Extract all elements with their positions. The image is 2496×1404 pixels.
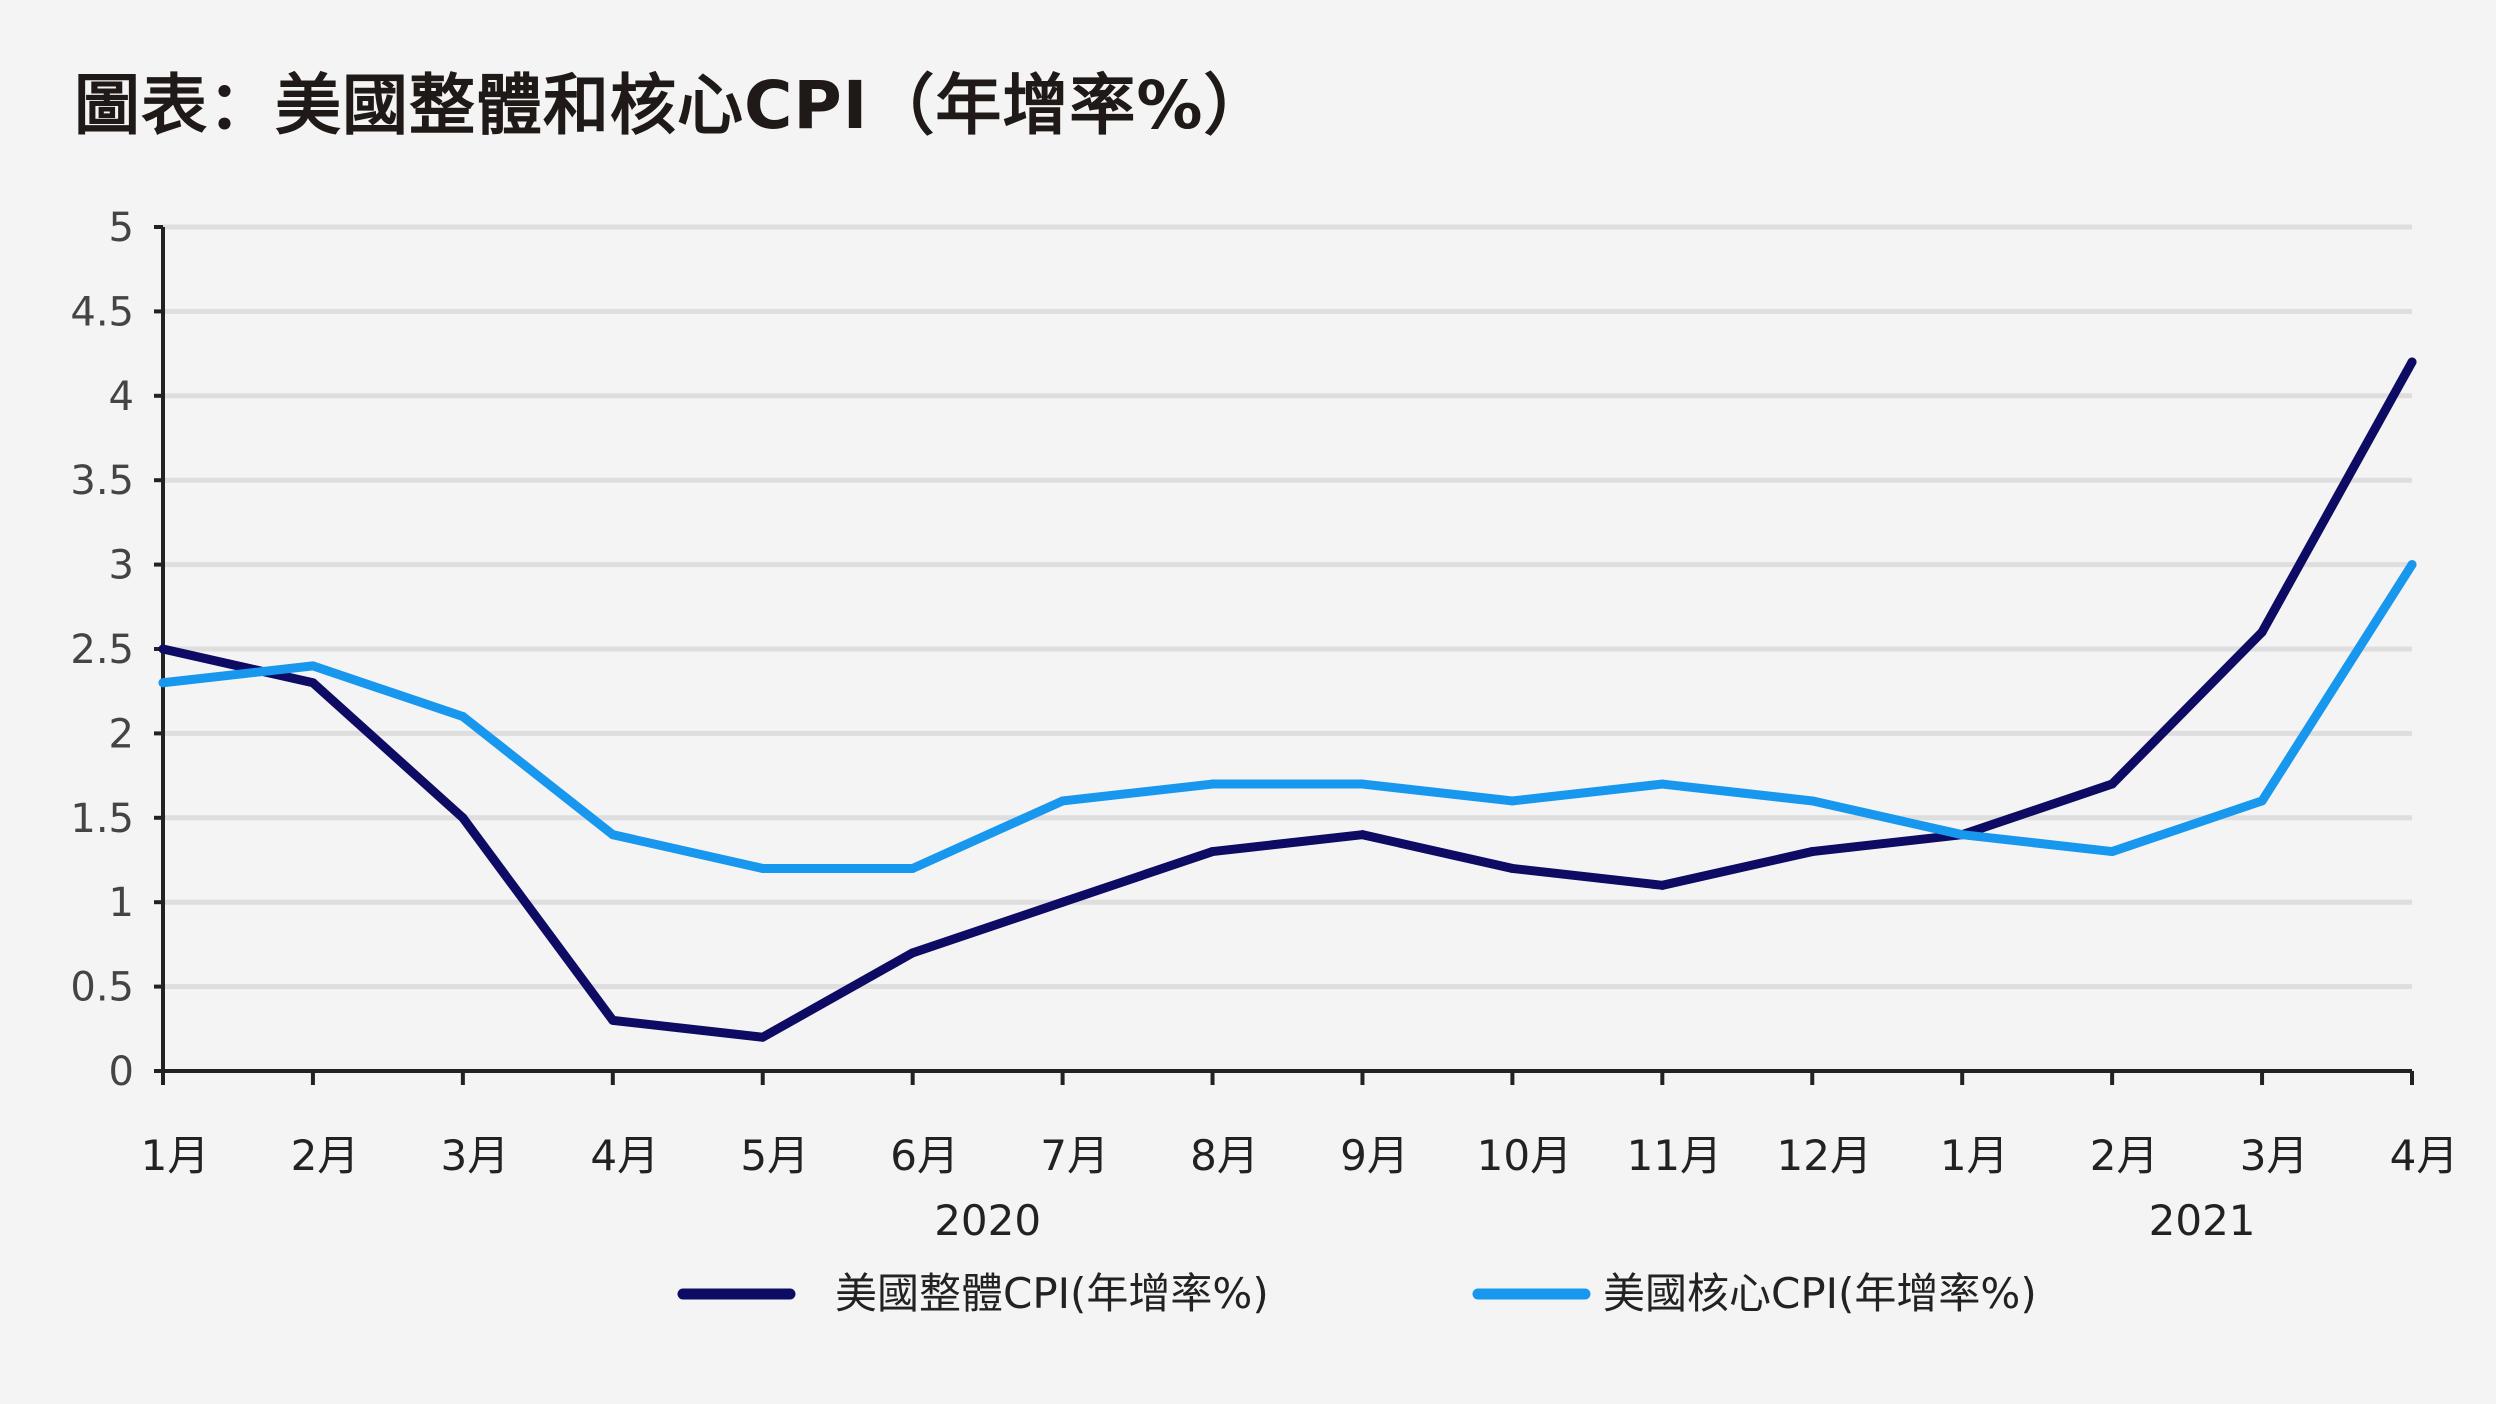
x-tick-label: 8月 [1190, 1131, 1259, 1180]
data-point [758, 863, 768, 873]
data-point [2107, 847, 2117, 857]
x-tick-label: 2月 [291, 1131, 360, 1180]
x-tick-label: 9月 [1340, 1131, 1409, 1180]
data-point [1957, 830, 1967, 840]
data-point [758, 1032, 768, 1042]
data-point [1208, 847, 1218, 857]
data-point [1657, 779, 1667, 789]
y-axis-ticks: 0 0.5 1 1.5 2 2.5 3 3.5 4 4.5 5 [70, 205, 163, 1095]
x-tick-label: 12月 [1777, 1131, 1872, 1180]
x-tick-label: 5月 [740, 1131, 809, 1180]
y-tick-label: 4.5 [70, 289, 134, 335]
y-tick-label: 5 [109, 205, 134, 251]
x-tick-label: 1月 [1940, 1131, 2009, 1180]
data-point [2257, 627, 2267, 637]
y-tick-label: 2 [109, 711, 134, 757]
y-tick-label: 4 [109, 374, 134, 420]
legend-label-1: 美國整體CPI(年增率%) [835, 1269, 1269, 1318]
x-tick-label: 11月 [1627, 1131, 1722, 1180]
x-tick-label: 2月 [2090, 1131, 2159, 1180]
data-point [1507, 796, 1517, 806]
data-point [608, 830, 618, 840]
year-label: 2020 [934, 1196, 1041, 1245]
y-tick-label: 0 [109, 1049, 134, 1095]
y-tick-label: 0.5 [70, 965, 134, 1011]
data-point [158, 644, 168, 654]
data-point [2407, 560, 2417, 570]
x-axis-ticks: 1月 2月 3月 4月 5月 6月 7月 8月 9月 10月 11月 12月 1月 2月 3月 4月 2020 2… [141, 1071, 2459, 1245]
data-point [2107, 779, 2117, 789]
y-tick-label: 1 [109, 880, 134, 926]
data-point [908, 948, 918, 958]
data-point [1058, 796, 1068, 806]
data-point [1357, 830, 1367, 840]
page-title: 圖表：美國整體和核心CPI（年增率%） [74, 67, 1271, 144]
data-point [308, 678, 318, 688]
data-point [2257, 796, 2267, 806]
series-line-1 [158, 357, 2417, 1042]
data-point [458, 712, 468, 722]
data-point [1507, 863, 1517, 873]
data-point [1357, 779, 1367, 789]
x-tick-label: 7月 [1040, 1131, 1109, 1180]
data-point [908, 863, 918, 873]
data-point [308, 661, 318, 671]
x-tick-label: 1月 [141, 1131, 210, 1180]
series-lines [158, 357, 2417, 1042]
x-tick-label: 6月 [890, 1131, 959, 1180]
x-tick-label: 3月 [2240, 1131, 2309, 1180]
data-point [1208, 779, 1218, 789]
x-tick-label: 3月 [440, 1131, 509, 1180]
grid-lines [163, 224, 2412, 990]
x-tick-label: 4月 [590, 1131, 659, 1180]
x-tick-label: 10月 [1477, 1131, 1572, 1180]
data-point [2407, 357, 2417, 367]
legend: 美國整體CPI(年增率%) 美國核心CPI(年增率%) [677, 1269, 2037, 1318]
data-point [1807, 847, 1817, 857]
y-tick-label: 3 [109, 543, 134, 589]
legend-label-2: 美國核心CPI(年增率%) [1603, 1269, 2037, 1318]
year-label: 2021 [2149, 1196, 2256, 1245]
series-line-2 [158, 560, 2417, 873]
y-tick-label: 3.5 [70, 458, 134, 504]
y-tick-label: 1.5 [70, 796, 134, 842]
data-point [1657, 880, 1667, 890]
data-point [1058, 897, 1068, 907]
data-point [158, 678, 168, 688]
data-point [608, 1015, 618, 1025]
data-point [1807, 796, 1817, 806]
x-tick-label: 4月 [2390, 1131, 2459, 1180]
data-point [458, 813, 468, 823]
y-tick-label: 2.5 [70, 627, 134, 673]
